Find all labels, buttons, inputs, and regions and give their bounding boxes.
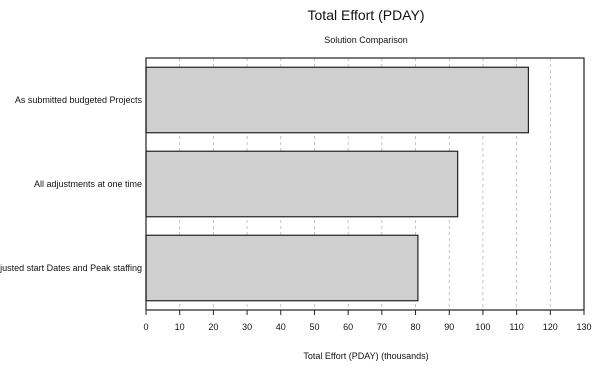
x-tick-label: 90 [444,322,454,332]
x-axis-ticks: 0 10 20 30 40 50 60 70 80 90 100 110 120 130 [143,310,592,332]
category-label: All adjustments at one time [34,179,142,189]
x-tick-label: 30 [242,322,252,332]
x-tick-label: 0 [143,322,148,332]
bar [145,150,459,218]
bars [145,66,530,302]
chart-title: Total Effort (PDAY) [308,7,425,23]
x-tick-label: 100 [475,322,490,332]
x-tick-label: 70 [377,322,387,332]
x-tick-label: 60 [343,322,353,332]
bar [145,66,530,134]
x-axis-title: Total Effort (PDAY) (thousands) [303,351,428,361]
x-tick-label: 130 [576,322,591,332]
bar [145,234,419,302]
category-labels: As submitted budgeted Projects All adjust… [0,95,142,273]
x-tick-label: 80 [411,322,421,332]
x-tick-label: 120 [543,322,558,332]
category-label: Adjusted start Dates and Peak staffing [0,263,142,273]
plot-frame [145,57,585,311]
x-tick-label: 10 [175,322,185,332]
x-tick-label: 20 [208,322,218,332]
chart-subtitle: Solution Comparison [324,35,408,45]
category-label: As submitted budgeted Projects [15,95,143,105]
x-tick-label: 110 [509,322,523,332]
x-tick-label: 50 [309,322,319,332]
x-tick-label: 40 [276,322,286,332]
